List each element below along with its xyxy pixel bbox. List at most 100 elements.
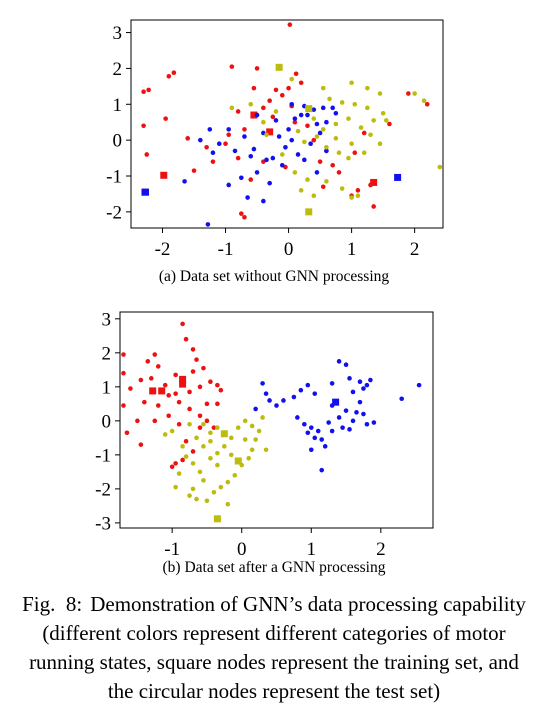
- test-point-red: [180, 457, 185, 463]
- test-point-blue: [270, 155, 276, 161]
- test-point-red: [261, 105, 266, 111]
- train-point-olive: [234, 457, 242, 465]
- test-point-red: [155, 364, 161, 369]
- x-tick-label-a: 0: [284, 239, 294, 260]
- test-point-red: [197, 384, 203, 390]
- test-point-blue: [364, 382, 370, 388]
- train-point-olive: [275, 63, 283, 71]
- test-point-blue: [336, 359, 342, 364]
- test-point-red: [185, 136, 191, 141]
- test-point-red: [149, 376, 154, 381]
- test-point-olive: [412, 91, 417, 96]
- y-tick-label-b: 2: [102, 343, 112, 364]
- test-point-olive: [208, 438, 213, 444]
- test-point-olive: [242, 418, 248, 424]
- test-point-red: [293, 71, 299, 77]
- test-point-blue: [347, 376, 352, 381]
- test-point-blue: [324, 148, 329, 154]
- y-tick-label-a: -2: [106, 202, 122, 223]
- test-point-red: [223, 141, 228, 147]
- test-point-olive: [211, 489, 217, 495]
- test-point-red: [305, 123, 310, 129]
- test-point-red: [166, 393, 171, 398]
- test-point-blue: [295, 152, 301, 157]
- test-point-olive: [302, 139, 307, 145]
- test-point-red: [311, 137, 317, 143]
- test-point-red: [121, 403, 126, 408]
- test-point-blue: [357, 399, 363, 405]
- test-point-olive: [289, 76, 295, 82]
- test-point-blue: [251, 146, 257, 152]
- test-point-olive: [421, 98, 427, 103]
- test-point-red: [173, 372, 178, 378]
- test-point-red: [183, 336, 189, 342]
- test-point-olive: [180, 444, 185, 449]
- test-point-blue: [340, 425, 345, 430]
- test-point-red: [336, 170, 342, 175]
- test-point-red: [152, 418, 158, 424]
- test-point-red: [210, 159, 216, 164]
- test-point-olive: [215, 462, 220, 468]
- test-point-olive: [249, 423, 255, 429]
- test-point-olive: [311, 116, 317, 121]
- test-point-blue: [226, 127, 231, 132]
- test-point-olive: [235, 425, 241, 430]
- test-point-blue: [254, 112, 260, 118]
- test-point-red: [267, 98, 272, 103]
- test-point-blue: [319, 467, 325, 473]
- test-point-red: [330, 162, 335, 168]
- test-point-red: [144, 152, 150, 157]
- test-point-olive: [194, 435, 199, 441]
- test-point-blue: [298, 387, 304, 393]
- test-point-red: [204, 401, 210, 407]
- test-point-olive: [355, 193, 361, 199]
- test-point-red: [242, 214, 247, 220]
- test-point-red: [229, 64, 235, 69]
- test-point-red: [270, 114, 276, 120]
- plot-frame-b: [119, 311, 434, 529]
- test-point-blue: [267, 398, 272, 403]
- test-point-red: [254, 66, 260, 71]
- test-point-blue: [289, 137, 295, 143]
- test-point-olive: [292, 170, 298, 175]
- test-point-olive: [225, 479, 231, 485]
- test-point-olive: [339, 186, 345, 191]
- test-point-blue: [354, 410, 359, 415]
- test-point-red: [169, 464, 175, 470]
- test-point-blue: [314, 170, 320, 175]
- test-point-blue: [314, 121, 320, 127]
- test-point-olive: [365, 105, 370, 111]
- test-point-blue: [261, 198, 266, 204]
- test-point-olive: [295, 128, 301, 134]
- test-point-olive: [333, 121, 339, 127]
- test-point-red: [128, 386, 133, 391]
- test-point-olive: [194, 496, 199, 502]
- train-point-red: [149, 387, 157, 395]
- test-point-olive: [190, 461, 196, 466]
- test-point-olive: [358, 125, 364, 130]
- test-point-red: [171, 70, 177, 76]
- test-point-red: [197, 425, 203, 430]
- test-point-red: [248, 177, 254, 182]
- test-point-red: [211, 425, 217, 430]
- test-point-blue: [350, 389, 356, 395]
- test-point-olive: [260, 415, 265, 420]
- test-point-red: [173, 391, 178, 396]
- test-point-red: [146, 87, 151, 93]
- test-point-red: [235, 109, 241, 114]
- train-point-olive: [220, 430, 228, 438]
- test-point-blue: [361, 386, 366, 391]
- test-point-olive: [377, 91, 383, 96]
- test-point-blue: [311, 107, 317, 112]
- test-point-red: [298, 80, 304, 86]
- test-point-blue: [305, 382, 311, 388]
- test-point-olive: [218, 484, 224, 490]
- train-point-olive: [305, 105, 313, 113]
- test-point-blue: [364, 421, 370, 427]
- test-point-red: [145, 359, 151, 364]
- test-point-olive: [248, 101, 254, 107]
- y-tick-label-b: 1: [102, 377, 112, 398]
- test-point-blue: [361, 411, 366, 417]
- test-point-olive: [204, 498, 210, 504]
- test-point-olive: [215, 425, 220, 430]
